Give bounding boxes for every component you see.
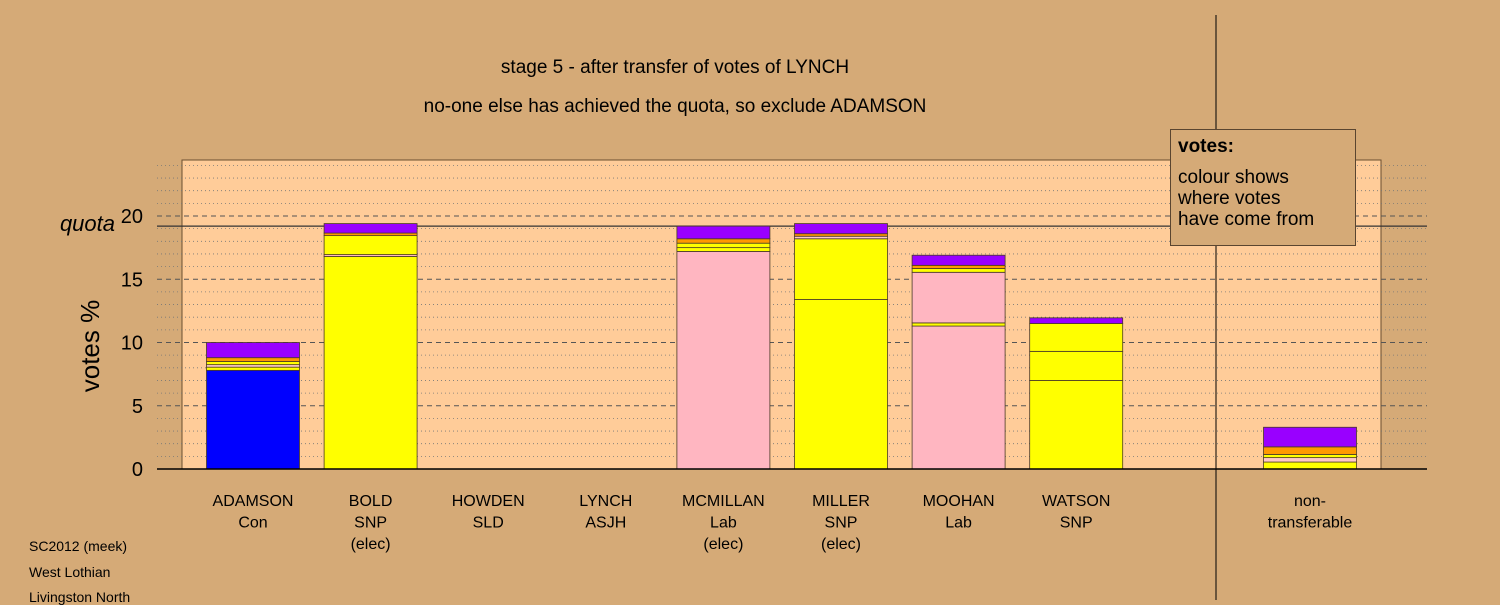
x-tick-label: HOWDEN [452, 493, 525, 510]
legend: votes: colour shows where votes have com… [1170, 129, 1356, 246]
bar-segment [206, 369, 300, 470]
x-tick-label: Lab [945, 515, 972, 532]
bar-segment [323, 235, 418, 255]
info-election: SC2012 (meek) [29, 538, 128, 554]
info-council: West Lothian [29, 564, 111, 580]
y-tick-label: 10 [121, 333, 143, 355]
x-tick-label: Lab [710, 515, 737, 532]
x-tick-label: SNP [354, 515, 387, 532]
x-tick-label: (elec) [821, 536, 861, 553]
x-tick-label: SNP [1060, 515, 1093, 532]
bar-segment [1029, 323, 1124, 352]
nontransferable-segment [1263, 454, 1357, 459]
bar-segment [206, 357, 300, 362]
chart-subtitle: no-one else has achieved the quota, so e… [424, 96, 927, 117]
bar-segment [676, 225, 771, 240]
bar-segment [676, 247, 771, 252]
quota-label: quota [60, 211, 115, 236]
x-tick-label: Con [238, 515, 267, 532]
bar-segment [206, 361, 300, 366]
x-labels: ADAMSON Con BOLD SNP (elec) HOWDEN SLD LYNCH ASJ… [213, 493, 1353, 553]
nontransferable-label: transferable [1268, 515, 1353, 532]
nontransferable-segment [1263, 426, 1357, 448]
x-tick-label: WATSON [1042, 493, 1110, 510]
x-tick-label: MOOHAN [923, 493, 995, 510]
y-tick-label: 0 [132, 459, 143, 481]
chart-title: stage 5 - after transfer of votes of LYN… [501, 57, 849, 78]
bar-segment [1029, 350, 1124, 381]
nontransferable-label: non- [1294, 493, 1326, 510]
bars [206, 223, 1357, 470]
bar-segment [794, 223, 888, 235]
info-ward: Livingston North [29, 589, 131, 605]
bar-segment [676, 251, 771, 470]
bar-segment [676, 242, 771, 249]
x-tick-label: MCMILLAN [682, 493, 765, 510]
x-tick-label: ADAMSON [213, 493, 294, 510]
nontransferable-segment [1263, 446, 1357, 455]
bar-segment [911, 325, 1006, 470]
x-tick-label: SNP [825, 515, 858, 532]
nontransferable-segment [1263, 457, 1357, 463]
nontransferable-segment [1263, 461, 1357, 470]
bar-segment [794, 299, 888, 470]
legend-line: have come from [1178, 209, 1315, 230]
x-tick-label: ASJH [585, 515, 626, 532]
y-ticks: 0 5 10 15 20 [121, 206, 143, 481]
legend-line: colour shows [1178, 167, 1289, 188]
bar-segment [911, 271, 1006, 324]
legend-title: votes: [1178, 136, 1234, 157]
bar-segment [206, 366, 300, 371]
x-tick-label: SLD [473, 515, 504, 532]
x-tick-label: (elec) [703, 536, 743, 553]
bar-segment [676, 238, 771, 244]
bar-segment [911, 254, 1006, 266]
bar-segment [911, 268, 1006, 273]
bar-segment [323, 256, 418, 470]
bar-segment [794, 238, 888, 300]
x-tick-label: MILLER [812, 493, 870, 510]
x-tick-label: BOLD [349, 493, 393, 510]
x-tick-label: (elec) [351, 536, 391, 553]
bar-segment [1029, 380, 1124, 470]
y-tick-label: 15 [121, 269, 143, 291]
y-tick-label: 5 [132, 396, 143, 418]
bar-segment [911, 322, 1006, 327]
x-tick-label: LYNCH [579, 493, 632, 510]
bar-segment [1029, 317, 1124, 324]
y-axis-label: votes % [75, 300, 105, 393]
legend-line: where votes [1178, 188, 1281, 209]
y-tick-label: 20 [121, 206, 143, 228]
bar-segment [911, 264, 1006, 269]
bar-segment [323, 223, 418, 234]
bar-segment [206, 342, 300, 359]
